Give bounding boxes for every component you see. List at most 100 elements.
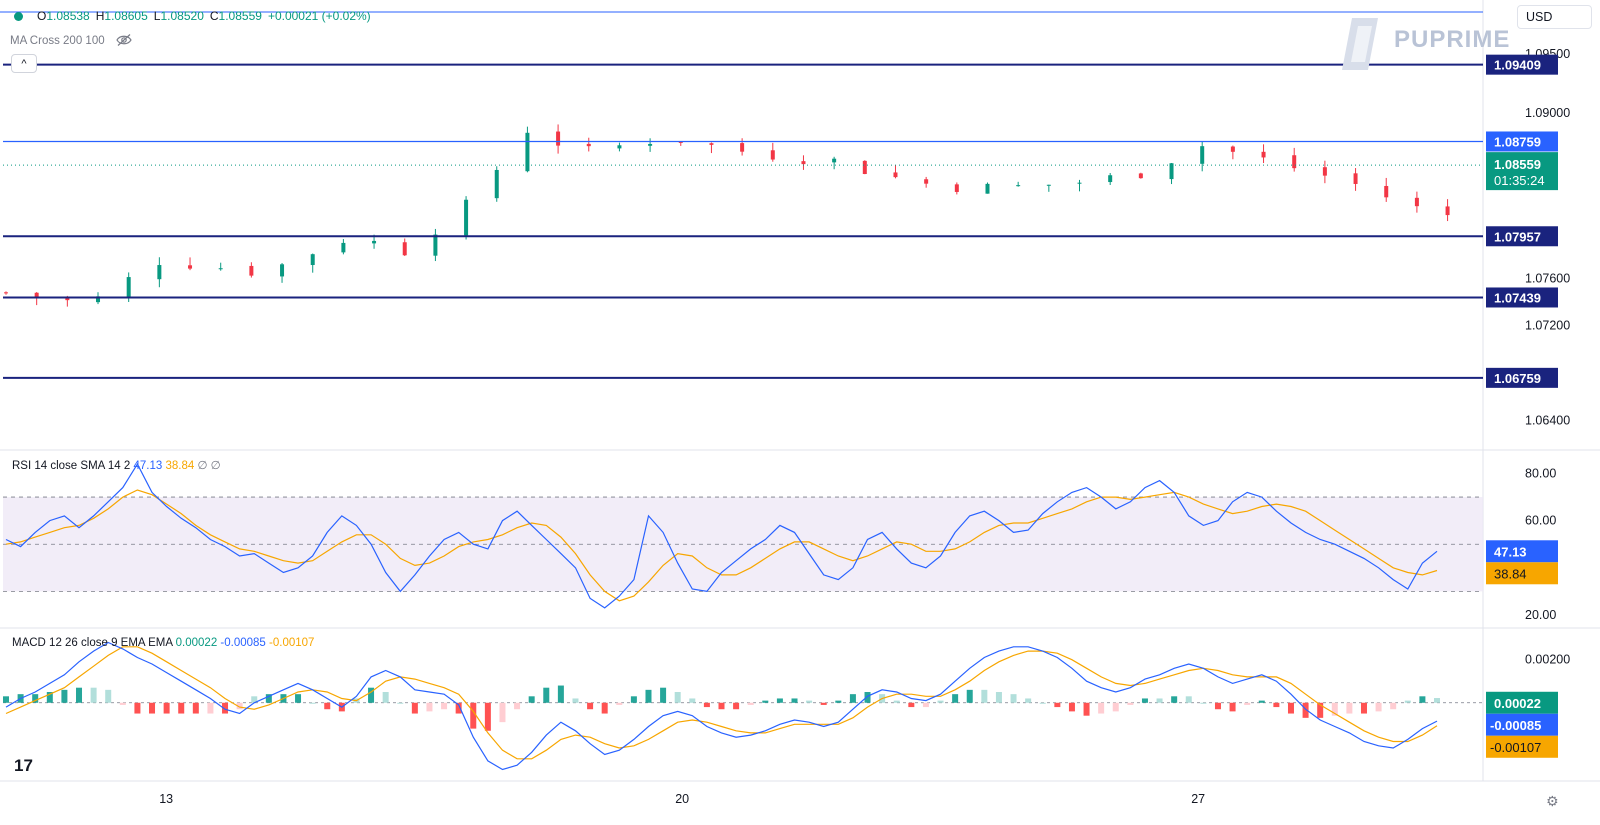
rsi-value-tag-label: 47.13: [1494, 544, 1527, 559]
currency-selector[interactable]: USD: [1517, 5, 1592, 29]
candle-body: [1169, 163, 1174, 180]
main-pane: [3, 0, 1483, 450]
candle-body: [1200, 146, 1205, 164]
macd-histogram-bar: [1346, 702, 1353, 714]
rsi-indicator-title[interactable]: RSI 14 close SMA 14 2 47.13 38.84 ∅ ∅: [12, 460, 221, 472]
candle-body: [341, 242, 346, 253]
macd-histogram-bar: [1419, 696, 1426, 703]
rsi-line: [5, 462, 1438, 609]
macd-histogram-bar: [864, 692, 871, 703]
price-level-tag: [1486, 367, 1558, 388]
macd-histogram-bar: [572, 698, 579, 703]
macd-histogram-bar: [324, 702, 331, 710]
candle-body: [1016, 185, 1021, 187]
macd-histogram-bar: [295, 694, 302, 703]
macd-histogram-bar: [368, 687, 375, 703]
price-level-tag: [1486, 226, 1558, 247]
macd-histogram-bar: [557, 685, 564, 703]
settings-gear-icon[interactable]: ⚙: [1546, 793, 1559, 809]
ma-indicator-title[interactable]: MA Cross 200 100: [10, 33, 132, 50]
macd-indicator-title[interactable]: MACD 12 26 close 9 EMA EMA 0.00022 -0.00…: [12, 637, 315, 649]
macd-histogram-bar: [499, 702, 506, 723]
price-level-label: 1.08759: [1494, 134, 1541, 149]
price-tick-label: 1.07200: [1525, 319, 1570, 333]
candle-body: [586, 143, 591, 147]
macd-histogram-bar: [222, 702, 229, 714]
macd-histogram-bar: [178, 702, 185, 714]
macd-histogram-bar: [952, 694, 959, 703]
candle-body: [372, 240, 377, 244]
time-tick-label: 27: [1191, 792, 1205, 806]
macd-histogram-bar: [149, 702, 156, 714]
current-price-label: 1.08559: [1494, 157, 1541, 172]
candle-body: [1384, 185, 1389, 198]
macd-histogram-bar: [1317, 702, 1324, 718]
macd-histogram-bar: [1404, 700, 1411, 703]
price-level-label: 1.09409: [1494, 58, 1541, 73]
eye-hidden-icon[interactable]: [116, 33, 132, 50]
macd-histogram-bar: [1229, 702, 1236, 712]
candle-body: [924, 179, 929, 184]
candle-body: [1292, 155, 1297, 169]
macd-histogram-bar: [703, 702, 710, 708]
candle-body: [1108, 175, 1113, 183]
macd-histogram-bar: [1068, 702, 1075, 712]
brand-logo-mark: [1338, 16, 1388, 77]
macd-histogram-bar: [762, 700, 769, 703]
price-level-label: 1.06759: [1494, 371, 1541, 386]
macd-histogram-bar: [309, 702, 316, 704]
change-value: +0.00021 (+0.02%): [267, 9, 371, 23]
candle-body: [709, 143, 714, 145]
macd-histogram-bar: [441, 702, 448, 710]
candle-body: [402, 242, 407, 256]
macd-histogram-bar: [1039, 702, 1046, 704]
macd-histogram-bar: [207, 702, 214, 714]
macd-histogram-bar: [90, 687, 97, 703]
macd-histogram-bar: [747, 702, 754, 705]
macd-histogram-bar: [119, 702, 126, 705]
candle-body: [617, 145, 622, 149]
candle-body: [556, 131, 561, 146]
candle-body: [249, 265, 254, 276]
rsi-sma-last-value: 38.84: [165, 460, 195, 472]
candle-body: [954, 184, 959, 192]
price-tick-label: 1.06400: [1525, 413, 1570, 427]
candle-body: [34, 292, 39, 298]
macd-histogram-bar: [645, 689, 652, 703]
macd-histogram-bar: [1360, 702, 1367, 714]
price-level-label: 1.07439: [1494, 290, 1541, 305]
macd-histogram-bar: [163, 702, 170, 714]
rsi-last-value: 47.13: [133, 460, 163, 472]
candle-body: [464, 199, 469, 236]
rsi-tick-label: 80.00: [1525, 467, 1556, 481]
macd-histogram-bar: [1083, 702, 1090, 716]
macd-histogram-bar: [484, 702, 491, 731]
macd-histogram-bar: [411, 702, 418, 714]
macd-histogram-bar: [601, 702, 608, 714]
macd-histogram-bar: [236, 702, 243, 710]
candle-body: [126, 277, 131, 298]
macd-line-last-value: -0.00085: [220, 637, 266, 649]
candle-body: [801, 161, 806, 165]
macd-histogram-bar: [455, 702, 462, 714]
high-value: 1.08605: [104, 9, 148, 23]
macd-hist-last-value: 0.00022: [175, 637, 218, 649]
macd-histogram-bar: [835, 700, 842, 703]
macd-histogram-bar: [1244, 702, 1251, 705]
macd-signal-tag: [1486, 735, 1558, 758]
brand-logo-text: PUPRIME: [1394, 26, 1511, 53]
price-tick-label: 1.07600: [1525, 271, 1570, 285]
candle-body: [96, 296, 101, 303]
macd-line: [5, 641, 1438, 771]
macd-hist-tag: [1486, 691, 1558, 714]
macd-histogram-bar: [61, 689, 68, 703]
price-level-tag: [1486, 54, 1558, 75]
macd-histogram-bar: [791, 698, 798, 703]
macd-histogram-bar: [630, 696, 637, 703]
collapse-indicators-button[interactable]: ^: [11, 54, 37, 73]
macd-line-tag-label: -0.00085: [1490, 718, 1541, 733]
candle-body: [188, 265, 193, 269]
candle-body: [310, 254, 315, 266]
